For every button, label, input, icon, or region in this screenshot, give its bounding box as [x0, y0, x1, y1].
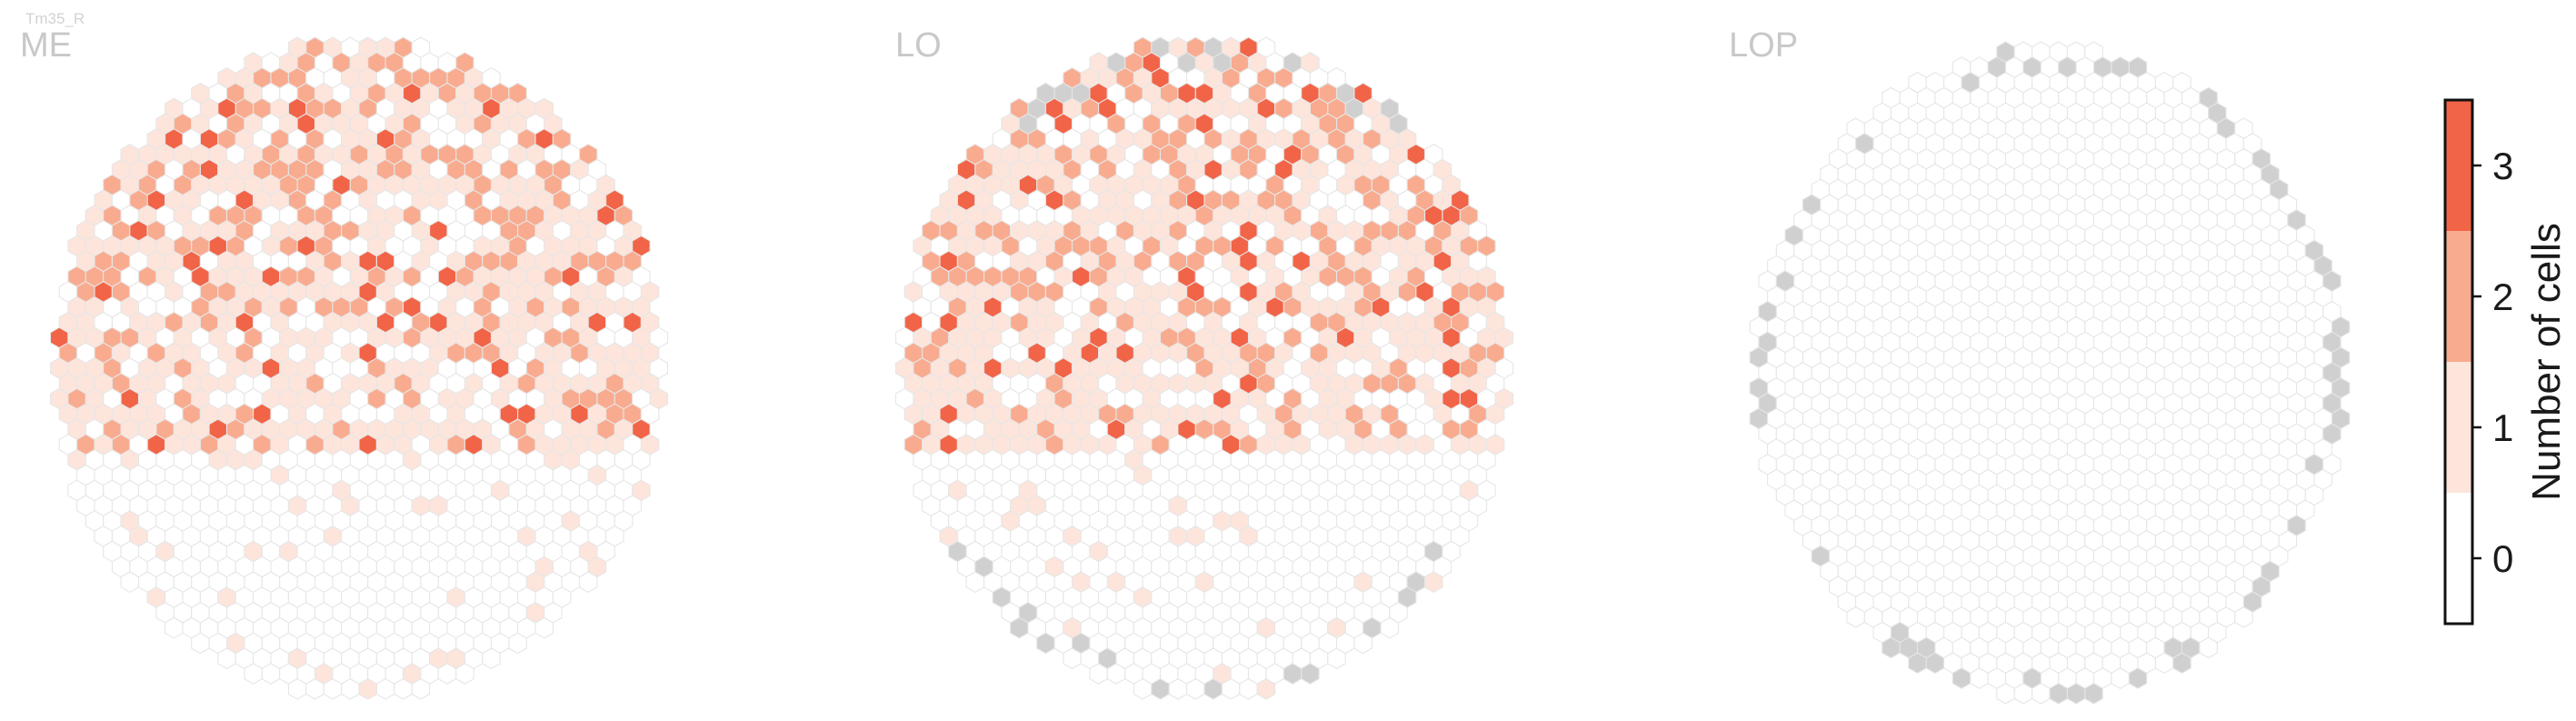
- hex-cell: [1353, 632, 1373, 655]
- hex-cell: [1380, 616, 1399, 639]
- hex-cell: [1239, 677, 1258, 700]
- hex-cell: [217, 647, 236, 670]
- hex-cell: [1133, 677, 1153, 700]
- hex-cell: [1203, 677, 1223, 700]
- hex-cell: [1327, 647, 1346, 670]
- hex-cell: [2111, 667, 2130, 689]
- hex-cell: [2199, 636, 2218, 659]
- hex-cell: [2234, 606, 2253, 628]
- hex-cell: [1151, 677, 1170, 700]
- panel-lo: LO: [894, 26, 1514, 700]
- hex-cell: [323, 677, 343, 700]
- hex-cell: [1063, 647, 1082, 670]
- hex-cell: [2128, 667, 2148, 689]
- colorbar-ticks: 0 1 2 3: [2472, 145, 2513, 580]
- panel-title-lop: LOP: [1729, 26, 1798, 65]
- hex-cell: [120, 571, 140, 594]
- colorbar-segment-3: [2445, 100, 2472, 231]
- hex-cell: [1423, 571, 1443, 594]
- colorbar-tick-label-2: 2: [2492, 275, 2513, 318]
- hex-cell: [1996, 682, 2015, 705]
- hex-cell: [244, 663, 263, 685]
- hex-cell: [1846, 606, 1865, 628]
- colorbar-tick-label-3: 3: [2492, 145, 2513, 187]
- colorbar-tick-label-0: 0: [2492, 537, 2513, 580]
- hex-cell: [1168, 677, 1188, 700]
- hex-cell: [1089, 663, 1108, 685]
- hex-cell: [305, 677, 324, 700]
- hex-cell: [1283, 663, 1303, 685]
- colorbar-segment-1: [2445, 362, 2472, 493]
- hex-cell: [1010, 616, 1029, 639]
- hex-cell: [455, 663, 474, 685]
- panel-title-lo: LO: [895, 26, 942, 65]
- colorbar-title: Number of cells: [2524, 223, 2569, 501]
- hex-cell: [375, 677, 395, 700]
- hex-cell: [1036, 632, 1055, 655]
- hex-cell: [1301, 663, 1320, 685]
- hex-cell: [534, 616, 554, 639]
- hex-cell: [1952, 667, 1972, 689]
- hex-cell: [578, 571, 598, 594]
- hex-cell: [1221, 677, 1241, 700]
- hex-cell: [508, 632, 527, 655]
- hex-cell: [2154, 652, 2174, 675]
- hex-cell: [482, 647, 501, 670]
- hex-cell: [341, 677, 360, 700]
- hex-cell: [1908, 652, 1927, 675]
- hex-cell: [394, 677, 413, 700]
- hex-cell: [2172, 652, 2192, 675]
- hex-cell: [191, 632, 210, 655]
- panel-lop: LOP: [1729, 26, 2351, 705]
- hex-cell: [2049, 682, 2068, 705]
- panel-me: ME: [20, 26, 669, 700]
- colorbar: 0 1 2 3 Number of cells: [2443, 98, 2569, 626]
- hex-cell: [1970, 667, 1989, 689]
- hex-cell: [1256, 677, 1276, 700]
- hex-cell: [411, 677, 431, 700]
- hex-cell: [1106, 663, 1126, 685]
- hex-cell: [965, 571, 985, 594]
- hex-cell: [2066, 682, 2086, 705]
- hex-cell: [1925, 652, 1945, 675]
- panel-title-me: ME: [20, 26, 72, 65]
- hex-cell: [2013, 682, 2033, 705]
- hex-cell: [287, 677, 307, 700]
- hex-cell: [165, 616, 184, 639]
- hex-cell: [437, 663, 457, 685]
- hex-cell: [1882, 636, 1901, 659]
- hex-cell: [2084, 682, 2103, 705]
- colorbar-segment-2: [2445, 231, 2472, 362]
- hex-cell: [2032, 682, 2051, 705]
- hex-cell: [1186, 677, 1205, 700]
- colorbar-tick-label-1: 1: [2492, 406, 2513, 449]
- colorbar-segment-0: [2445, 493, 2472, 624]
- hex-cell: [261, 663, 281, 685]
- cell-type-label: Tm35_R: [25, 10, 85, 27]
- hex-cell: [358, 677, 377, 700]
